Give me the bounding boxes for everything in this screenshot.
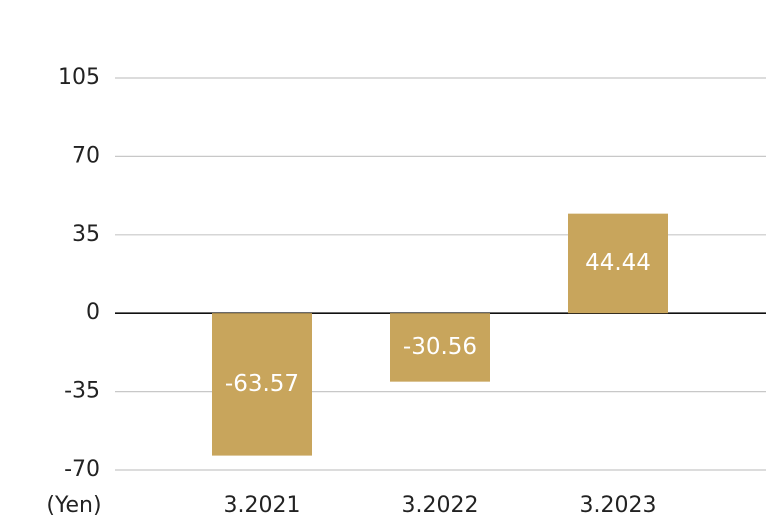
y-tick-label: 105 [58, 65, 100, 90]
value-label: -30.56 [403, 334, 477, 360]
bar [390, 313, 490, 382]
y-tick-label: -35 [64, 379, 100, 404]
value-label: -63.57 [225, 371, 299, 397]
value-label: 44.44 [585, 250, 651, 276]
y-tick-label: 70 [72, 143, 100, 168]
x-tick-label: 3.2023 [580, 493, 657, 518]
y-tick-label: -70 [64, 457, 100, 482]
bar [212, 313, 312, 456]
x-tick-label: 3.2022 [402, 493, 479, 518]
y-tick-label: 35 [72, 222, 100, 247]
y-axis-unit: (Yen) [46, 493, 101, 518]
x-tick-label: 3.2021 [224, 493, 301, 518]
y-tick-label: 0 [86, 300, 100, 325]
bar [568, 213, 668, 314]
